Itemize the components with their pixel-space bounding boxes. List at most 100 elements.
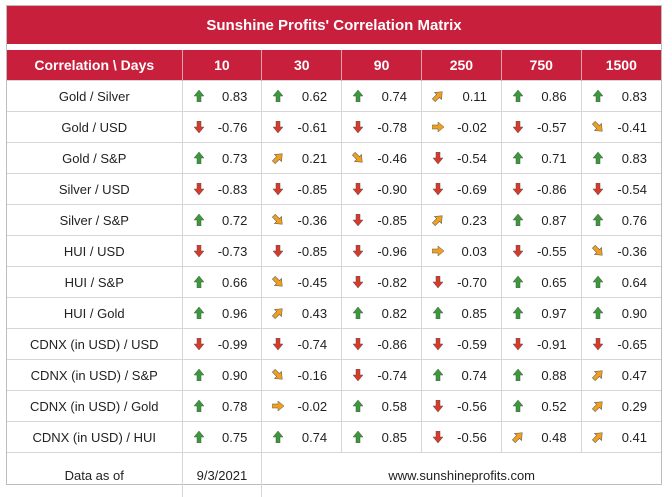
correlation-cell: 0.83 <box>182 81 262 112</box>
pair-label: HUI / Gold <box>7 298 182 329</box>
arrow-down-icon <box>432 400 444 412</box>
arrow-up-icon <box>193 214 205 226</box>
correlation-value: 0.03 <box>444 244 487 259</box>
correlation-cell: 0.66 <box>182 267 262 298</box>
correlation-value: -0.85 <box>284 244 327 259</box>
correlation-cell: -0.76 <box>182 112 262 143</box>
arrow-up-right-icon <box>272 152 284 164</box>
correlation-cell: 0.90 <box>182 360 262 391</box>
arrow-down-icon <box>272 121 284 133</box>
arrow-up-icon <box>592 307 604 319</box>
arrow-down-right-icon <box>352 152 364 164</box>
arrow-down-icon <box>512 183 524 195</box>
correlation-value: -0.73 <box>205 244 248 259</box>
correlation-cell: 0.64 <box>581 267 661 298</box>
arrow-up-icon <box>352 90 364 102</box>
arrow-up-icon <box>193 276 205 288</box>
arrow-up-icon <box>512 152 524 164</box>
pair-label: Gold / S&P <box>7 143 182 174</box>
correlation-value: 0.66 <box>205 275 248 290</box>
correlation-value: -0.16 <box>284 368 327 383</box>
correlation-cell: -0.74 <box>262 329 342 360</box>
correlation-cell: -0.73 <box>182 236 262 267</box>
correlation-cell: -0.74 <box>342 360 422 391</box>
correlation-value: 0.88 <box>524 368 567 383</box>
arrow-up-right-icon <box>592 400 604 412</box>
correlation-cell: -0.02 <box>262 391 342 422</box>
correlation-value: 0.72 <box>205 213 248 228</box>
correlation-value: -0.74 <box>364 368 407 383</box>
correlation-value: -0.65 <box>604 337 647 352</box>
correlation-cell: 0.52 <box>501 391 581 422</box>
arrow-down-icon <box>193 245 205 257</box>
correlation-value: 0.85 <box>364 430 407 445</box>
arrow-up-right-icon <box>432 90 444 102</box>
arrow-up-icon <box>512 214 524 226</box>
correlation-cell: -0.61 <box>262 112 342 143</box>
arrow-down-icon <box>592 338 604 350</box>
arrow-down-icon <box>193 183 205 195</box>
arrow-up-icon <box>193 369 205 381</box>
correlation-value: 0.71 <box>524 151 567 166</box>
correlation-value: -0.69 <box>444 182 487 197</box>
arrow-up-icon <box>272 431 284 443</box>
correlation-cell: 0.62 <box>262 81 342 112</box>
correlation-value: -0.96 <box>364 244 407 259</box>
correlation-cell: 0.43 <box>262 298 342 329</box>
correlation-cell: -0.78 <box>342 112 422 143</box>
arrow-down-icon <box>512 338 524 350</box>
pair-label: Silver / S&P <box>7 205 182 236</box>
arrow-up-icon <box>592 214 604 226</box>
correlation-value: 0.87 <box>524 213 567 228</box>
correlation-cell: -0.85 <box>342 205 422 236</box>
correlation-cell: 0.78 <box>182 391 262 422</box>
correlation-cell: 0.88 <box>501 360 581 391</box>
correlation-value: 0.41 <box>604 430 647 445</box>
correlation-value: -0.56 <box>444 430 487 445</box>
arrow-down-icon <box>193 121 205 133</box>
correlation-value: 0.97 <box>524 306 567 321</box>
correlation-cell: 0.90 <box>581 298 661 329</box>
header-row: Correlation \ Days 10 30 90 250 750 1500 <box>7 50 661 81</box>
correlation-value: 0.90 <box>205 368 248 383</box>
correlation-value: -0.78 <box>364 120 407 135</box>
correlation-value: -0.82 <box>364 275 407 290</box>
pair-label: CDNX (in USD) / HUI <box>7 422 182 453</box>
arrow-down-right-icon <box>272 214 284 226</box>
arrow-down-icon <box>512 245 524 257</box>
correlation-value: 0.90 <box>604 306 647 321</box>
matrix-title: Sunshine Profits' Correlation Matrix <box>7 6 661 44</box>
correlation-value: 0.21 <box>284 151 327 166</box>
arrow-down-icon <box>352 121 364 133</box>
arrow-up-icon <box>512 276 524 288</box>
correlation-cell: -0.36 <box>262 205 342 236</box>
correlation-value: -0.36 <box>604 244 647 259</box>
pair-label: CDNX (in USD) / USD <box>7 329 182 360</box>
correlation-value: -0.91 <box>524 337 567 352</box>
correlation-value: 0.23 <box>444 213 487 228</box>
correlation-cell: -0.96 <box>342 236 422 267</box>
data-date: 9/3/2021 <box>182 453 262 497</box>
correlation-value: 0.74 <box>284 430 327 445</box>
arrow-up-icon <box>592 90 604 102</box>
arrow-up-right-icon <box>592 431 604 443</box>
correlation-cell: 0.23 <box>421 205 501 236</box>
correlation-cell: 0.48 <box>501 422 581 453</box>
correlation-value: -0.54 <box>444 151 487 166</box>
correlation-value: 0.11 <box>444 89 487 104</box>
footer-row: Data as of 9/3/2021 www.sunshineprofits.… <box>7 453 661 497</box>
correlation-cell: -0.69 <box>421 174 501 205</box>
header-day: 90 <box>342 50 422 81</box>
correlation-value: -0.55 <box>524 244 567 259</box>
arrow-up-icon <box>193 431 205 443</box>
correlation-cell: -0.56 <box>421 422 501 453</box>
arrow-up-icon <box>352 431 364 443</box>
correlation-cell: 0.74 <box>421 360 501 391</box>
correlation-value: 0.58 <box>364 399 407 414</box>
arrow-down-right-icon <box>272 276 284 288</box>
correlation-value: 0.85 <box>444 306 487 321</box>
correlation-cell: -0.54 <box>421 143 501 174</box>
correlation-value: 0.65 <box>524 275 567 290</box>
